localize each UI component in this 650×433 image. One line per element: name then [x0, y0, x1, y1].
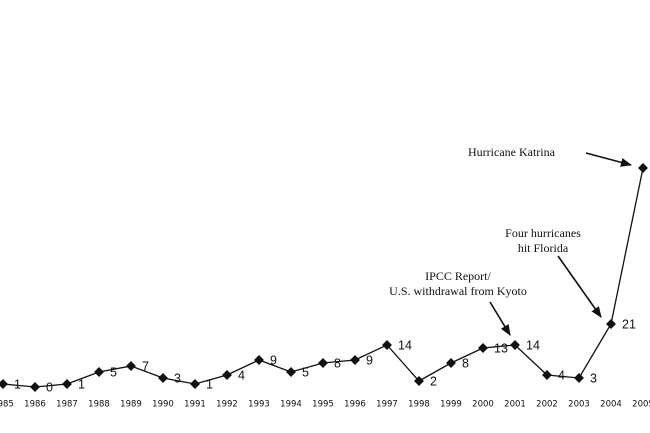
- data-label: 1: [206, 377, 213, 391]
- annotation: U.S. withdrawal from Kyoto: [389, 284, 527, 298]
- annotation: Hurricane Katrina: [468, 145, 556, 159]
- x-tick-label: 2000: [472, 400, 494, 410]
- data-label: 14: [526, 338, 540, 352]
- marker: [446, 358, 456, 368]
- data-label: 8: [334, 356, 341, 370]
- marker: [158, 373, 168, 383]
- marker: [606, 319, 616, 329]
- x-tick-label: 1994: [280, 400, 302, 410]
- marker: [254, 355, 264, 365]
- data-label: 7: [142, 359, 149, 373]
- x-tick-label: 1999: [440, 400, 462, 410]
- marker: [382, 340, 392, 350]
- marker: [222, 370, 232, 380]
- marker: [0, 379, 8, 389]
- data-label: 4: [558, 368, 565, 382]
- marker: [286, 367, 296, 377]
- marker: [542, 370, 552, 380]
- data-label: 8: [462, 356, 469, 370]
- marker: [30, 382, 40, 392]
- marker: [574, 373, 584, 383]
- marker: [94, 367, 104, 377]
- data-label: 1: [14, 377, 21, 391]
- arrow: [557, 255, 602, 318]
- marker: [190, 379, 200, 389]
- x-tick-label: 1987: [56, 400, 78, 410]
- annotation: hit Florida: [518, 241, 569, 255]
- marker: [478, 343, 488, 353]
- arrow: [585, 152, 633, 167]
- data-label: 9: [270, 353, 277, 367]
- data-label: 3: [174, 371, 181, 385]
- x-tick-label: 2005: [632, 400, 650, 410]
- x-tick-label: 2001: [504, 400, 526, 410]
- data-label: 5: [110, 365, 117, 379]
- data-label: 0: [46, 380, 53, 394]
- marker: [126, 361, 136, 371]
- x-tick-label: 1991: [184, 400, 206, 410]
- x-tick-label: 1995: [312, 400, 334, 410]
- x-tick-label: 1990: [152, 400, 174, 410]
- annotation: IPCC Report/: [425, 269, 491, 283]
- data-label: 9: [366, 353, 373, 367]
- data-label: 4: [238, 368, 245, 382]
- marker: [638, 163, 648, 173]
- marker: [62, 379, 72, 389]
- data-label: 13: [494, 341, 508, 355]
- x-tick-label: 2002: [536, 400, 558, 410]
- x-tick-label: 1986: [24, 400, 46, 410]
- marker: [510, 340, 520, 350]
- arrow: [489, 301, 511, 336]
- x-tick-label: 1988: [88, 400, 110, 410]
- x-tick-label: 1992: [216, 400, 238, 410]
- x-tick-label: 1997: [376, 400, 398, 410]
- x-tick-label: 2003: [568, 400, 590, 410]
- annotation: Four hurricanes: [505, 226, 581, 240]
- data-label: 3: [590, 371, 597, 385]
- x-tick-label: 1996: [344, 400, 366, 410]
- x-tick-label: 2004: [600, 400, 622, 410]
- x-tick-label: 1989: [120, 400, 142, 410]
- annotation-arrows: [489, 152, 633, 336]
- x-tick-label: 1998: [408, 400, 430, 410]
- data-label: 2: [430, 374, 437, 388]
- marker: [350, 355, 360, 365]
- data-label: 21: [622, 317, 636, 331]
- x-tick-label: 1993: [248, 400, 270, 410]
- marker: [414, 376, 424, 386]
- data-label: 1: [78, 377, 85, 391]
- data-label: 14: [398, 338, 412, 352]
- data-label: 5: [302, 365, 309, 379]
- line: [2, 167, 644, 388]
- marker: [318, 358, 328, 368]
